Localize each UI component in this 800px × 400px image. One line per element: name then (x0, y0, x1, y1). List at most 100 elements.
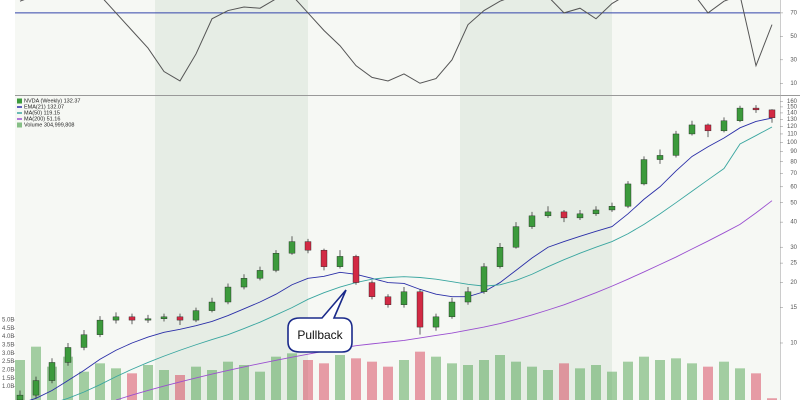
y-tick-label: 50 (790, 200, 797, 206)
y-tick-label: 90 (790, 149, 797, 155)
volume-bar (271, 356, 281, 400)
ma-line (29, 117, 773, 400)
candle-body (560, 211, 568, 219)
candle-body (16, 394, 24, 400)
y-tick-label: 110 (787, 132, 797, 138)
y-tick-label: 160 (787, 99, 798, 105)
candle-body (416, 291, 424, 328)
volume-bar (143, 365, 153, 400)
candles (16, 105, 776, 400)
rsi-tick-label: 10 (790, 81, 797, 87)
volume-bar (463, 365, 473, 400)
candle-body (224, 286, 232, 303)
candle-body (48, 362, 56, 381)
legend-title: NVDA (Weekly) 132.37 (24, 98, 80, 104)
volume-bar (559, 363, 569, 400)
candle-body (144, 318, 152, 321)
candle-body (80, 334, 88, 348)
volume-bar (319, 363, 329, 400)
volume-bar (431, 356, 441, 400)
candle-body (480, 266, 488, 292)
volume-bar (79, 371, 89, 400)
y-tick-label: 70 (790, 171, 797, 177)
candle-body (128, 316, 136, 321)
volume-tick-label: 3.5B (2, 343, 14, 349)
candle-body (528, 215, 536, 227)
volume-bar (527, 366, 537, 400)
candle-body (720, 120, 728, 132)
candle-body (496, 247, 504, 267)
volume-tick-label: 3.0B (2, 351, 14, 357)
candle-body (736, 107, 744, 121)
volume-bar (207, 370, 217, 400)
callout: Pullback (287, 289, 353, 353)
plot-area (15, 0, 780, 400)
candle-body (272, 253, 280, 271)
volume-tick-label: 1.5B (2, 376, 14, 382)
volume-bar (495, 355, 505, 400)
volume-tick-label: 5.0B (2, 318, 14, 324)
candle-body (592, 209, 600, 215)
volume-bar (415, 351, 425, 400)
volume-bar (367, 361, 377, 400)
ma-line (61, 126, 773, 400)
candle-body (544, 211, 552, 217)
candle-body (288, 241, 296, 254)
candle-body (608, 206, 616, 211)
candle-body (352, 256, 360, 283)
candle-body (624, 183, 632, 207)
volume-bar (735, 368, 745, 400)
axes: 10 15 20 25 30 40 50 60 70 80 90 100 110 120130140150… (2, 10, 798, 390)
candle-body (688, 124, 696, 135)
volume-bar (111, 368, 121, 400)
legend: NVDA (Weekly) 132.37 EMA(21) 132.07MA(50… (17, 98, 80, 128)
volume-bar (335, 355, 345, 400)
volume-bar (751, 373, 761, 400)
volume-bar (591, 365, 601, 400)
volume-bar (767, 398, 777, 400)
volume-bar (399, 360, 409, 400)
volume-bar (671, 358, 681, 400)
candle-body (448, 301, 456, 318)
volume-bar (15, 360, 25, 400)
candle-body (576, 213, 584, 219)
volume-bar (607, 371, 617, 400)
y-tick-label: 140 (787, 111, 798, 117)
legend-label: MA(200) 51.16 (24, 116, 60, 122)
y-tick-label: 130 (787, 117, 798, 123)
volume-panel (15, 346, 777, 400)
y-tick-label: 80 (790, 159, 797, 165)
legend-label: EMA(21) 132.07 (24, 104, 64, 110)
volume-bar (719, 361, 729, 400)
volume-bar (191, 366, 201, 400)
volume-bar (63, 356, 73, 400)
candle-body (256, 270, 264, 279)
candle-body (512, 226, 520, 248)
y-tick-label: 120 (787, 124, 798, 130)
legend-swatch (17, 98, 22, 104)
legend-swatch (17, 122, 22, 128)
candle-body (320, 249, 328, 267)
rsi-line (19, 0, 773, 84)
y-tick-label: 30 (790, 245, 797, 251)
candle-body (656, 155, 664, 160)
legend-label: MA(50) 119.15 (24, 110, 60, 116)
shade-band (155, 0, 308, 400)
candle-body (96, 319, 104, 335)
y-tick-label: 60 (790, 184, 797, 190)
candle-body (432, 316, 440, 328)
volume-bar (159, 370, 169, 400)
candle-body (112, 316, 120, 321)
candle-body (336, 256, 344, 267)
candle-body (672, 133, 680, 156)
y-tick-label: 40 (790, 220, 797, 226)
volume-bar (255, 371, 265, 400)
volume-bar (175, 375, 185, 400)
candle-body (752, 107, 760, 111)
volume-tick-label: 2.0B (2, 368, 14, 374)
y-tick-label: 20 (790, 280, 797, 286)
candle-body (384, 296, 392, 305)
volume-bar (303, 360, 313, 400)
candle-body (368, 282, 376, 297)
candle-body (400, 291, 408, 305)
